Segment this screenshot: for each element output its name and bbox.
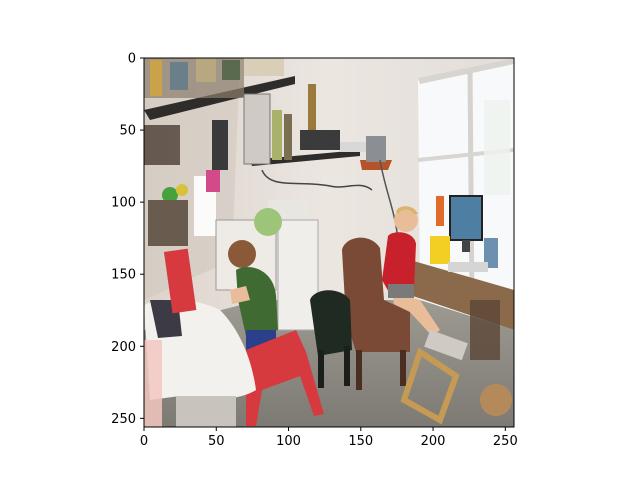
brown-armchair (342, 237, 410, 352)
x-axis: 0 50 100 150 200 250 (140, 427, 518, 449)
monitor (449, 195, 483, 241)
middle-shelf (250, 150, 360, 166)
y-tick-label: 150 (111, 268, 136, 283)
y-tick-label: 0 (128, 52, 136, 67)
x-tick-label: 100 (276, 434, 301, 449)
child-right-head (394, 208, 418, 232)
y-tick-label: 100 (111, 196, 136, 211)
child-left-head (228, 240, 256, 268)
x-tick-label: 250 (493, 434, 518, 449)
dark-chair (310, 290, 352, 356)
child-right-shirt (382, 232, 416, 294)
wooden-stand (400, 347, 460, 425)
yellow-bucket (430, 236, 450, 264)
x-tick-label: 200 (421, 434, 446, 449)
red-chair (246, 330, 324, 426)
child-left-shirt (236, 267, 278, 336)
x-tick-label: 0 (140, 434, 148, 449)
y-tick-label: 250 (111, 412, 136, 427)
y-tick-label: 50 (119, 124, 136, 139)
x-tick-label: 50 (208, 434, 225, 449)
y-tick-label: 200 (111, 340, 136, 355)
x-tick-label: 150 (348, 434, 373, 449)
y-axis: 0 50 100 150 200 250 (111, 52, 144, 427)
basket (480, 384, 512, 416)
axes-frame (143, 57, 515, 428)
photo-image (144, 58, 514, 427)
